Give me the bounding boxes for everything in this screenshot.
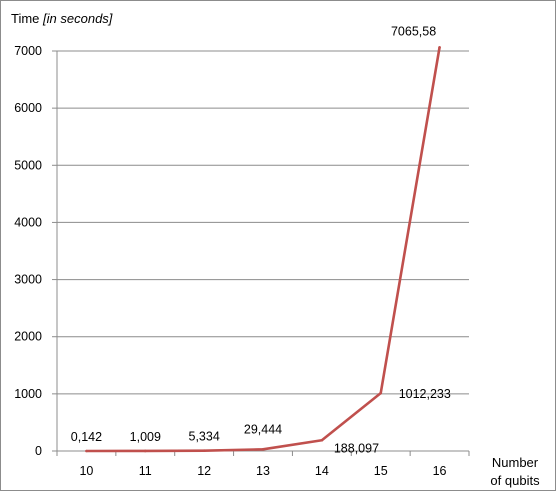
- data-point: [320, 438, 324, 442]
- data-point: [202, 449, 206, 452]
- x-tick-label: 14: [315, 464, 329, 478]
- y-tick-label: 1000: [14, 387, 42, 401]
- x-tick-label: 11: [139, 464, 152, 478]
- y-tick-label: 7000: [14, 44, 42, 58]
- y-tick-labels: 0 1000 2000 3000 4000 5000 6000 7000: [14, 44, 42, 458]
- x-tick-label: 15: [374, 464, 388, 478]
- x-tick-label: 13: [256, 464, 270, 478]
- gridlines: [52, 50, 470, 456]
- x-tick-label: 16: [433, 464, 447, 478]
- x-tick-labels: 10 11 12 13 14 15 16: [79, 464, 446, 478]
- y-axis-label: Time [in seconds]: [11, 11, 113, 26]
- data-labels: 0,142 1,009 5,334 29,444 188,097 1012,233 7065…: [71, 24, 451, 455]
- y-tick-label: 5000: [14, 158, 42, 172]
- y-tick-label: 0: [35, 444, 42, 458]
- data-point: [261, 448, 265, 451]
- data-label: 0,142: [71, 430, 102, 444]
- x-tick-label: 10: [79, 464, 93, 478]
- data-label: 7065,58: [391, 24, 436, 38]
- data-label: 1,009: [130, 430, 161, 444]
- data-point: [438, 45, 441, 49]
- data-label: 29,444: [244, 422, 282, 436]
- data-label: 5,334: [189, 430, 220, 444]
- y-tick-label: 3000: [14, 273, 42, 287]
- x-axis-label-line1: Number: [492, 455, 539, 470]
- y-tick-label: 6000: [14, 101, 42, 115]
- y-tick-label: 2000: [14, 330, 42, 344]
- data-label: 188,097: [334, 441, 379, 455]
- x-tick-label: 12: [197, 464, 211, 478]
- series-line: [85, 45, 441, 453]
- data-point: [379, 391, 383, 395]
- data-point: [143, 449, 147, 453]
- data-label: 1012,233: [399, 387, 451, 401]
- y-tick-label: 4000: [14, 215, 42, 229]
- x-axis-label-line2: of qubits: [490, 473, 540, 488]
- data-point: [85, 449, 88, 453]
